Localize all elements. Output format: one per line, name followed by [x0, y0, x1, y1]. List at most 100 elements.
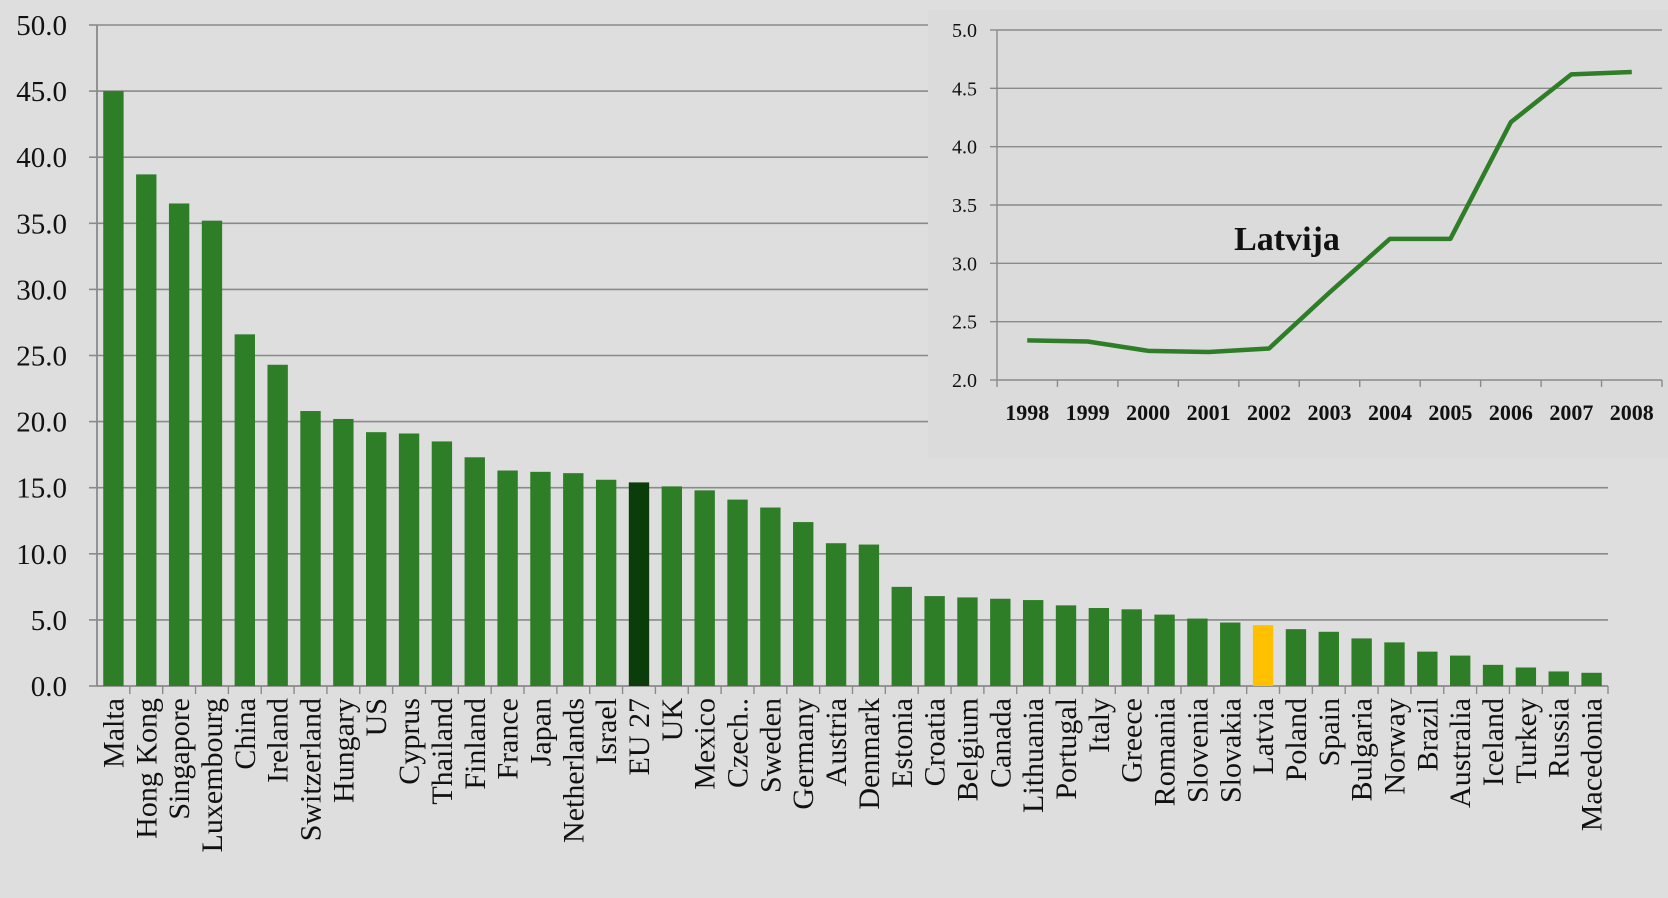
bar: [1252, 625, 1274, 686]
bar: [1022, 600, 1044, 686]
x-tick-label: Mexico: [689, 698, 722, 790]
y-tick-label: 35.0: [16, 208, 67, 240]
y-tick-label: 45.0: [16, 76, 67, 108]
bar: [1548, 671, 1569, 686]
inset-y-tick-label: 2.0: [952, 370, 977, 392]
inset-x-tick-label: 2004: [1368, 400, 1412, 425]
bar: [267, 364, 288, 686]
bar: [825, 543, 847, 686]
bar: [1088, 608, 1110, 686]
inset-x-tick-label: 1999: [1066, 400, 1110, 425]
bar: [1318, 631, 1339, 686]
x-tick-label: Portugal: [1050, 698, 1083, 800]
x-tick-label: Netherlands: [557, 698, 590, 843]
inset-y-tick-label: 4.0: [952, 137, 977, 159]
x-tick-label: Romania: [1149, 698, 1182, 806]
inset-x-tick-label: 2002: [1247, 400, 1291, 425]
x-tick-label: Hong Kong: [130, 698, 163, 839]
x-tick-label: Norway: [1378, 698, 1411, 795]
bar: [924, 596, 945, 686]
x-tick-label: Iceland: [1477, 698, 1510, 786]
bar: [300, 411, 321, 686]
x-tick-label: Lithuania: [1017, 698, 1050, 813]
bar: [661, 486, 683, 686]
inset-y-tick-label: 3.0: [952, 253, 977, 275]
x-tick-label: Croatia: [919, 698, 952, 786]
inset-annotation-label: Latvija: [1234, 221, 1340, 258]
inset-y-tick-label: 2.5: [952, 312, 977, 334]
inset-panel: [928, 10, 1668, 458]
y-tick-label: 20.0: [16, 407, 67, 439]
x-tick-label: Australia: [1444, 698, 1477, 808]
x-tick-label: Singapore: [163, 698, 196, 820]
bar: [1055, 605, 1077, 686]
x-tick-label: Italy: [1083, 698, 1116, 753]
inset-x-tick-label: 1998: [1005, 400, 1049, 425]
bar: [858, 544, 880, 686]
x-tick-label: UK: [656, 698, 689, 742]
x-tick-label: Poland: [1280, 698, 1313, 781]
inset-x-tick-label: 2001: [1187, 400, 1231, 425]
x-tick-label: France: [492, 698, 525, 780]
bar: [1482, 664, 1504, 686]
x-tick-label: Sweden: [754, 698, 787, 793]
x-tick-label: Austria: [820, 698, 853, 786]
y-tick-label: 25.0: [16, 341, 67, 373]
bar: [497, 470, 518, 686]
bar: [201, 220, 223, 686]
x-tick-label: China: [229, 698, 262, 770]
x-tick-label: Slovenia: [1181, 698, 1214, 803]
inset-x-tick-label: 2007: [1549, 400, 1593, 425]
x-tick-label: Ireland: [262, 698, 295, 783]
x-tick-label: Germany: [787, 698, 820, 810]
bar: [793, 522, 814, 686]
x-tick-label: Switzerland: [295, 698, 328, 841]
inset-x-tick-label: 2005: [1428, 400, 1472, 425]
bar: [694, 490, 715, 686]
bar: [431, 441, 453, 686]
x-tick-label: Canada: [984, 698, 1017, 788]
bar: [990, 598, 1011, 686]
y-tick-label: 15.0: [16, 473, 67, 505]
bar: [234, 334, 255, 686]
bar: [628, 482, 650, 686]
inset-series-line: [1027, 69, 1632, 355]
bar: [595, 479, 617, 686]
x-tick-label: Czech..: [722, 698, 755, 788]
bar: [1187, 618, 1208, 686]
bar: [136, 174, 157, 687]
x-tick-label: Israel: [590, 698, 623, 765]
bar: [891, 586, 912, 686]
bar: [103, 91, 124, 687]
x-tick-label: Bulgaria: [1346, 698, 1379, 801]
x-tick-label: Luxembourg: [196, 698, 229, 852]
y-tick-label: 50.0: [16, 10, 67, 42]
x-tick-label: Malta: [97, 698, 130, 768]
x-tick-label: Macedonia: [1576, 698, 1609, 831]
x-tick-label: Hungary: [327, 698, 360, 803]
x-tick-label: Cyprus: [393, 698, 426, 785]
bar: [464, 457, 485, 686]
y-tick-label: 30.0: [16, 274, 67, 306]
bar: [1220, 622, 1241, 686]
x-tick-label: Brazil: [1411, 698, 1444, 771]
bar: [1384, 642, 1405, 686]
bar: [398, 433, 420, 686]
x-tick-label: Japan: [524, 698, 557, 766]
y-tick-label: 0.0: [31, 671, 67, 703]
bar: [168, 203, 190, 686]
x-tick-label: Finland: [459, 698, 492, 790]
x-tick-label: Spain: [1313, 698, 1346, 766]
y-tick-label: 40.0: [16, 142, 67, 174]
bar: [1515, 667, 1537, 686]
inset-x-tick-label: 2008: [1610, 400, 1654, 425]
inset-y-tick-label: 4.5: [952, 78, 977, 100]
x-tick-label: US: [360, 698, 393, 736]
bar: [530, 471, 551, 686]
x-tick-label: Turkey: [1510, 698, 1543, 784]
bar: [1351, 638, 1372, 686]
bar: [563, 473, 584, 686]
bar: [1285, 629, 1307, 686]
y-tick-label: 5.0: [31, 605, 67, 637]
